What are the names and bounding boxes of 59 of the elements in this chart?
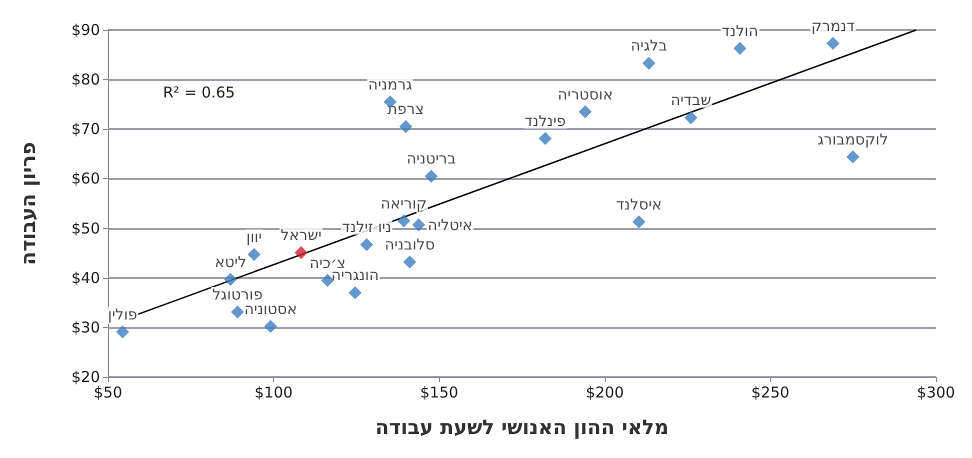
annotation: גרמניה	[368, 75, 412, 94]
point	[538, 132, 552, 146]
point	[642, 56, 656, 70]
y-tick-label: $90	[71, 21, 100, 39]
y-tick-label: $40	[71, 268, 100, 287]
point	[632, 215, 646, 228]
annotation: דנמרק	[811, 16, 855, 35]
point	[116, 325, 130, 338]
annotation: איסלנד	[616, 195, 662, 214]
annotation: ניו זילנד	[342, 218, 392, 236]
annotation: סלובניה	[384, 235, 435, 254]
x-tick-label: $150	[420, 384, 458, 402]
point	[578, 105, 592, 118]
annotation: יוון	[246, 228, 262, 246]
annotation: איטליה	[428, 216, 472, 234]
y-tick-label: $20	[71, 368, 100, 386]
annotation: בריטניה	[406, 150, 456, 168]
annotation: R² = 0.65	[163, 84, 235, 102]
annotation: ישראל	[280, 226, 322, 244]
annotation: קוריאה	[380, 194, 427, 212]
y-tick-label: $60	[71, 170, 100, 188]
annotation: ליטא	[214, 252, 246, 271]
point	[231, 306, 244, 319]
x-axis-title: מלאי ההון האנושי לשעת עבודה	[375, 415, 669, 439]
point	[733, 42, 746, 55]
point	[264, 320, 278, 333]
y-tick-label: $50	[71, 219, 100, 238]
y-axis-title: פריון העבודה	[16, 142, 40, 266]
point	[399, 120, 412, 134]
annotation: בלגיה	[630, 36, 668, 55]
annotation: שבדיה	[670, 91, 712, 110]
annotation: פורטוגל	[212, 286, 263, 304]
point	[360, 238, 374, 252]
point	[424, 170, 438, 183]
point	[348, 286, 362, 300]
y-tick-label: $80	[71, 70, 100, 89]
annotation: צרפת	[387, 100, 424, 118]
point	[294, 246, 308, 260]
annotation: לוקסמבורג	[818, 130, 888, 148]
x-tick-label: $100	[254, 384, 293, 402]
x-tick-label: $50	[94, 384, 122, 402]
annotation: פולין	[108, 305, 138, 324]
point	[826, 36, 840, 50]
point	[224, 272, 238, 286]
annotation: פינלנד	[524, 112, 566, 130]
point	[846, 150, 860, 164]
annotation: הולנד	[722, 22, 758, 40]
x-tick-label: $300	[916, 384, 956, 402]
y-tick-label: $70	[71, 120, 100, 138]
x-tick-label: $250	[751, 384, 790, 402]
y-tick-label: $30	[71, 318, 100, 336]
x-tick-label: $200	[586, 384, 624, 402]
point	[397, 214, 410, 228]
point	[248, 248, 261, 262]
point	[321, 274, 334, 287]
point	[412, 218, 426, 232]
point	[684, 111, 698, 124]
annotation: אוסטריה	[558, 85, 613, 104]
point	[403, 255, 416, 268]
